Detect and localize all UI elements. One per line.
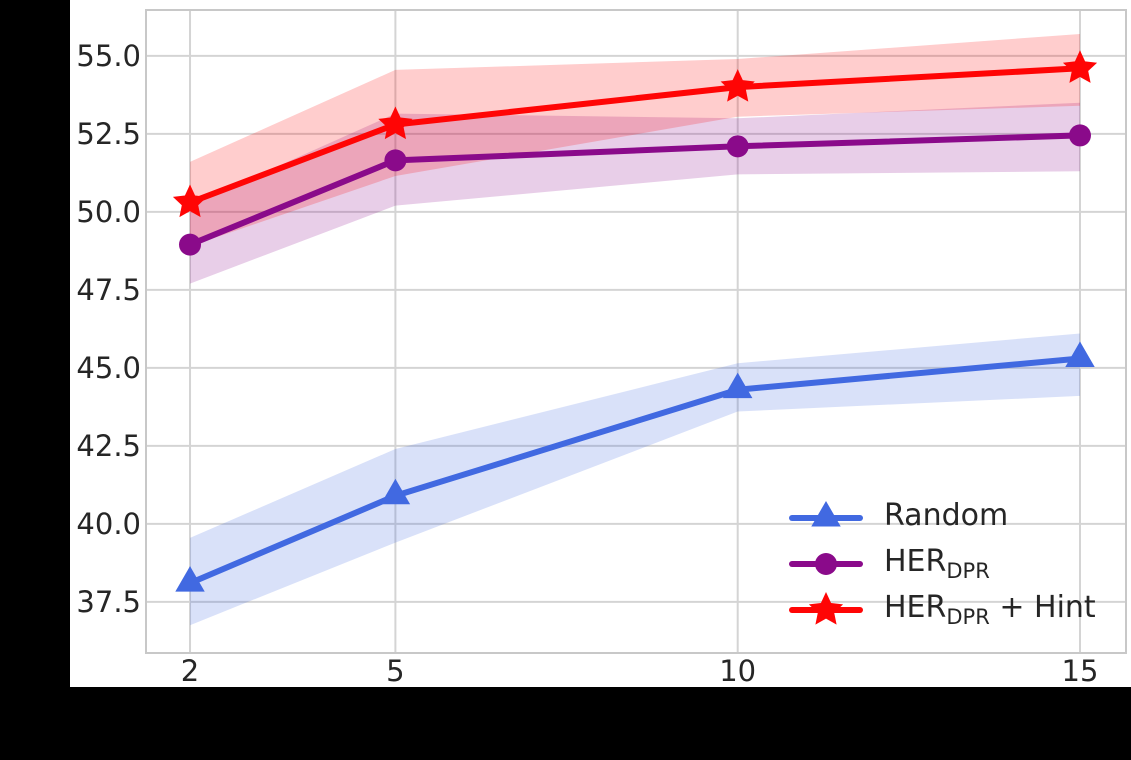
y-tick-label: 50.0 <box>76 195 141 229</box>
confidence-band-HER_DPR <box>190 102 1080 284</box>
x-tick-label: 15 <box>1062 654 1099 688</box>
legend-item-her-dpr: HERDPR <box>789 543 1096 586</box>
y-tick-label: 47.5 <box>76 273 141 307</box>
y-tick-label: 55.0 <box>76 39 141 73</box>
legend-label-her-dpr: HERDPR <box>884 544 990 583</box>
triangle-marker <box>1065 341 1095 367</box>
legend-label-random: Random <box>884 498 1009 533</box>
legend-circle-marker-icon <box>789 553 863 575</box>
series-line-HER_DPR + Hint <box>187 65 1083 206</box>
star-marker <box>808 592 844 625</box>
series-line-Random <box>187 355 1083 587</box>
x-tick-label: 5 <box>386 654 404 688</box>
y-tick-label: 52.5 <box>76 117 141 151</box>
x-tick-label: 10 <box>719 654 756 688</box>
legend-triangle-marker-icon <box>789 501 863 527</box>
axes-spines <box>145 9 1127 654</box>
star-marker <box>720 69 755 102</box>
star-marker <box>378 106 413 140</box>
legend: Random HERDPR HERDPR + Hint <box>789 497 1096 632</box>
y-tick-label: 40.0 <box>76 507 141 541</box>
y-tick-label: 42.5 <box>76 429 141 463</box>
star-marker <box>172 184 208 218</box>
y-tick-label: 45.0 <box>76 351 141 385</box>
circle-marker <box>726 135 749 158</box>
figure-background <box>70 0 1131 687</box>
legend-star-marker-icon <box>789 592 863 625</box>
triangle-marker <box>175 566 205 592</box>
triangle-marker <box>722 372 753 399</box>
circle-marker <box>815 553 837 575</box>
confidence-band-HER_DPR + Hint <box>190 34 1080 247</box>
circle-marker <box>179 233 202 256</box>
triangle-marker <box>380 478 411 505</box>
circle-marker <box>384 149 407 172</box>
star-marker <box>1062 50 1098 83</box>
y-tick-label: 37.5 <box>76 585 141 619</box>
triangle-marker <box>811 501 841 527</box>
series-line-HER_DPR <box>187 132 1083 248</box>
legend-label-her-dpr-hint: HERDPR + Hint <box>884 590 1096 629</box>
x-tick-label: 2 <box>181 654 199 688</box>
confidence-band-Random <box>190 333 1080 626</box>
legend-item-random: Random <box>789 497 1096 540</box>
legend-item-her-dpr-hint: HERDPR + Hint <box>789 589 1096 632</box>
circle-marker <box>1068 124 1091 147</box>
